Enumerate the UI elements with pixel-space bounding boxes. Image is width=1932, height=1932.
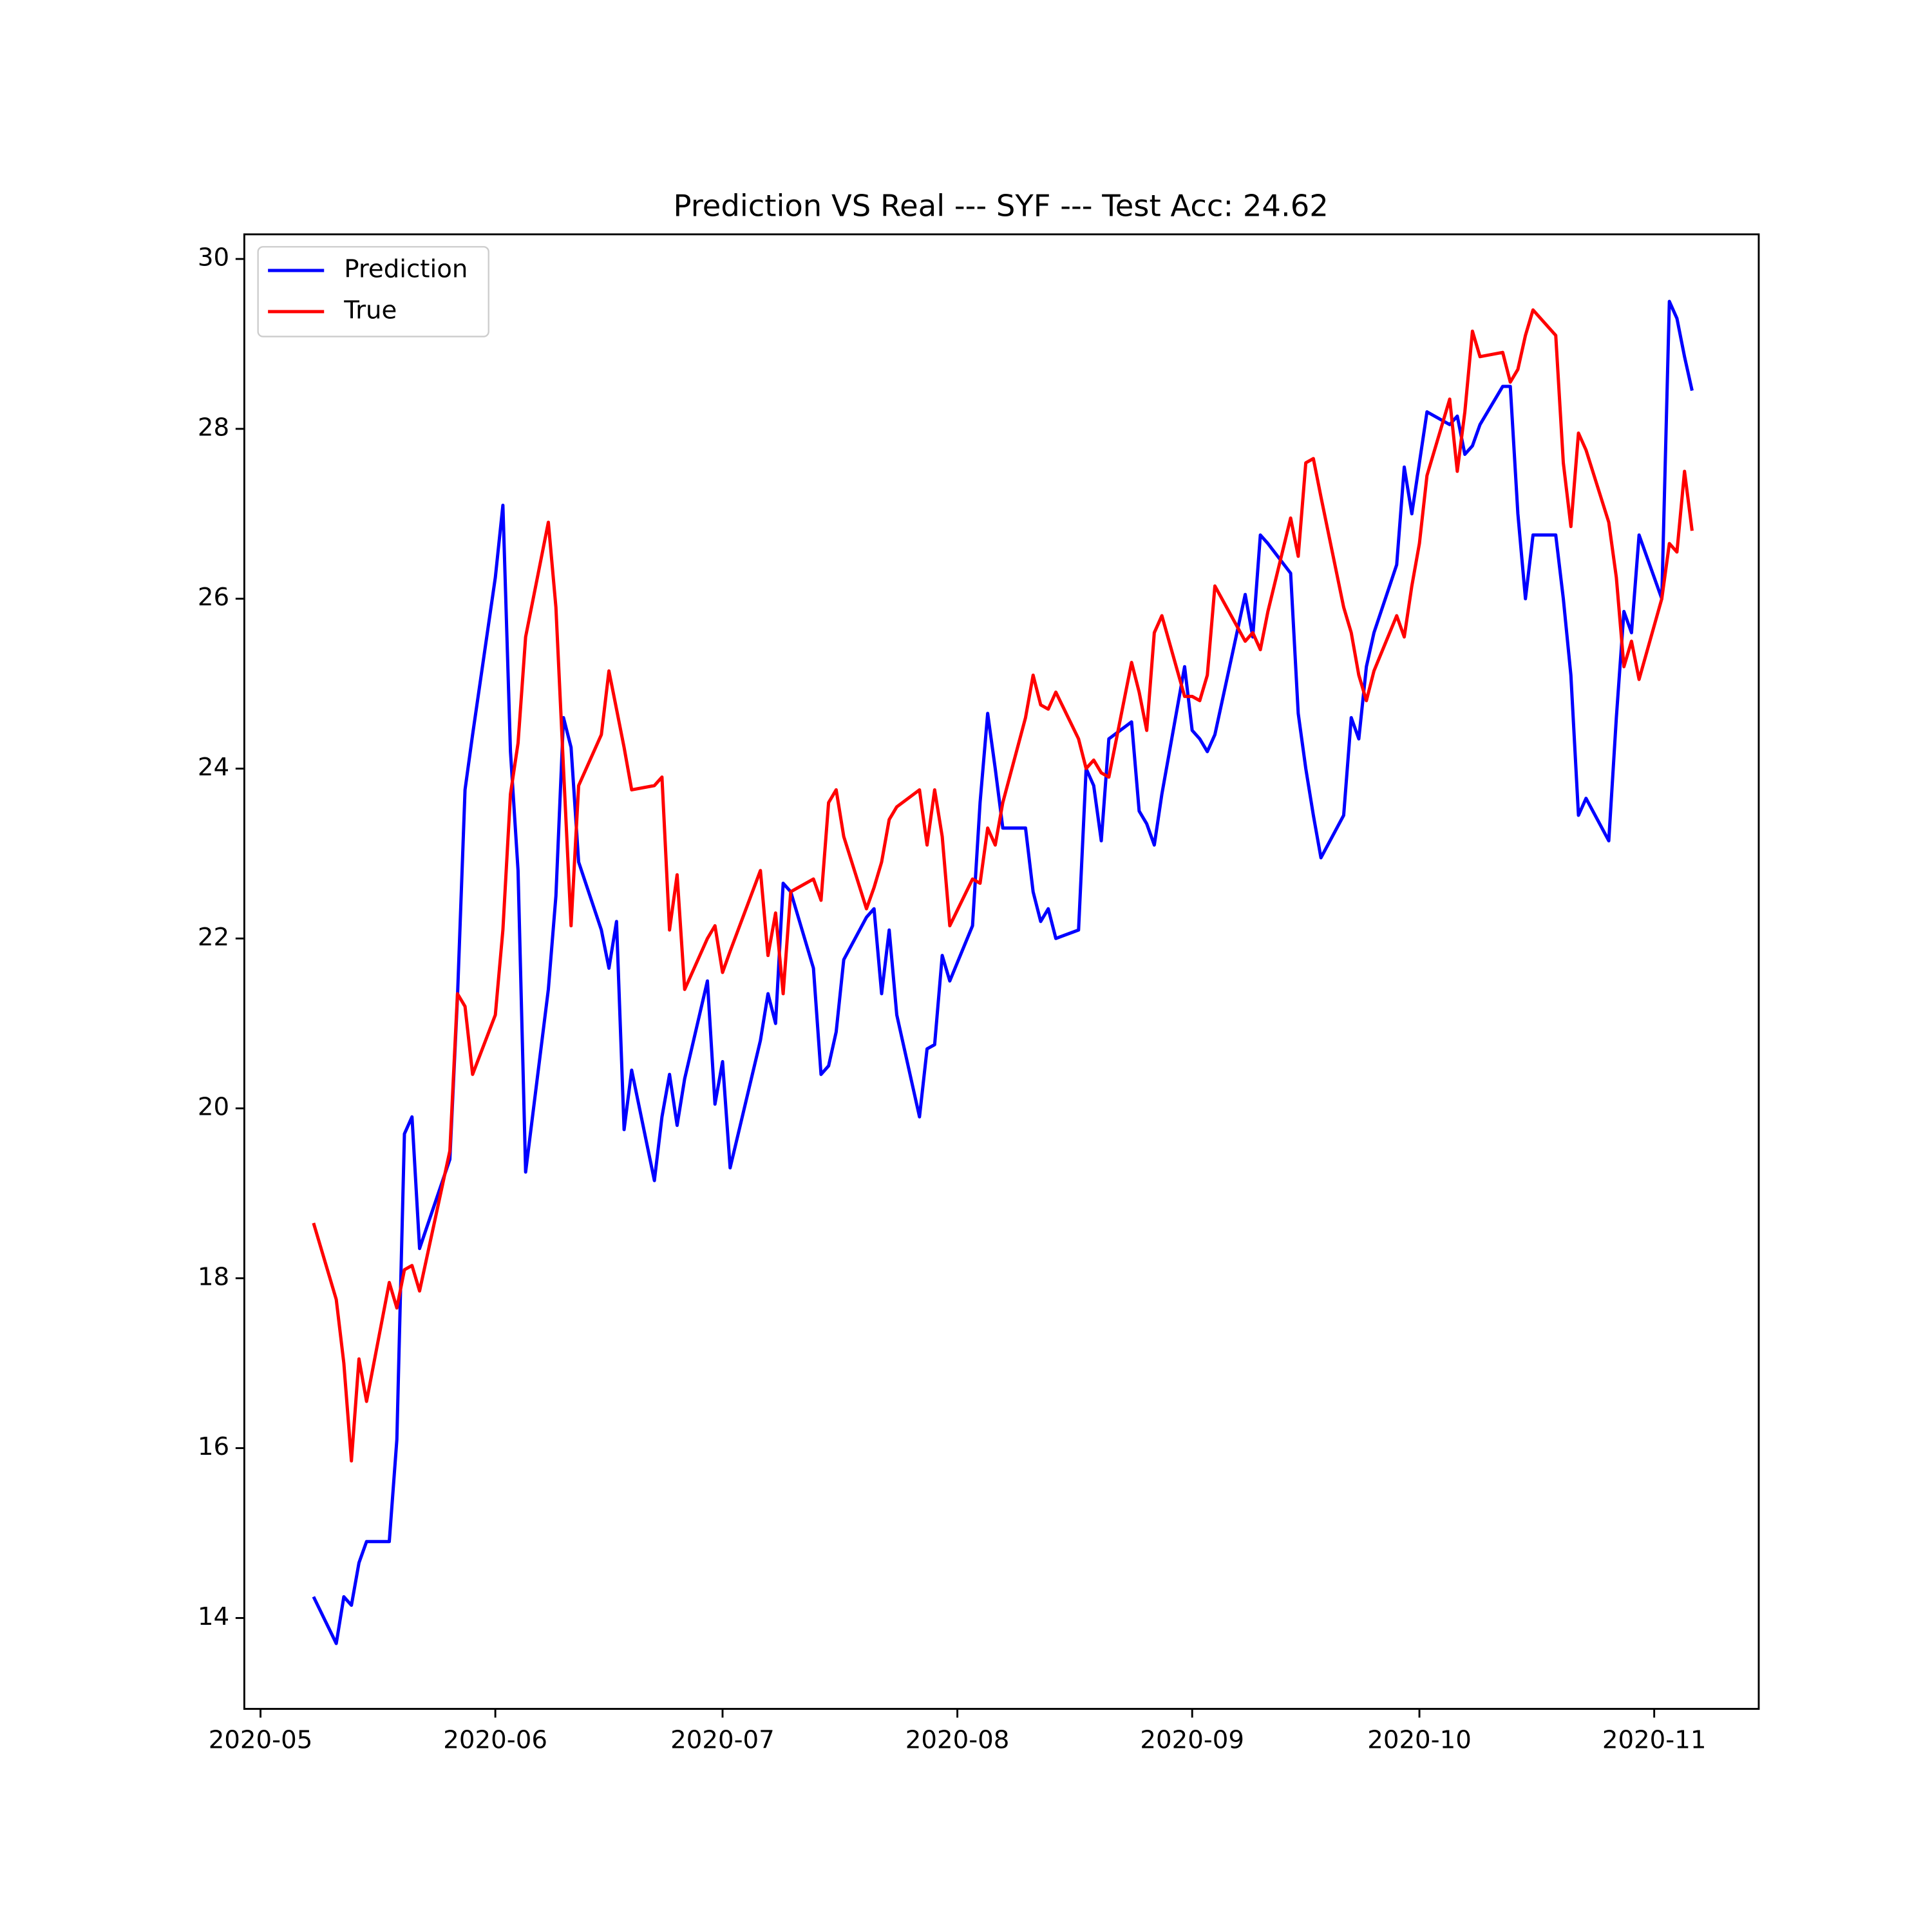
plot-frame [243, 233, 1760, 1710]
y-tick-label: 28 [198, 413, 229, 442]
x-tick-label: 2020-06 [443, 1725, 547, 1754]
y-tick-label: 20 [198, 1093, 229, 1122]
x-tick-label: 2020-11 [1602, 1725, 1707, 1754]
y-tick-label: 30 [198, 243, 229, 272]
legend-label: True [343, 296, 397, 325]
x-tick-label: 2020-07 [670, 1725, 775, 1754]
chart-title: Prediction VS Real --- SYF --- Test Acc:… [674, 189, 1329, 223]
x-tick-label: 2020-10 [1367, 1725, 1472, 1754]
y-tick-label: 26 [198, 583, 229, 612]
y-tick-label: 22 [198, 923, 229, 952]
legend-label: Prediction [344, 255, 468, 284]
series-line [312, 299, 1694, 1645]
y-tick-label: 16 [198, 1432, 229, 1461]
series-line [312, 308, 1694, 1463]
x-tick-label: 2020-05 [209, 1725, 313, 1754]
y-tick-label: 24 [198, 753, 229, 782]
y-tick-label: 14 [198, 1602, 229, 1631]
x-tick-label: 2020-09 [1140, 1725, 1244, 1754]
x-tick-label: 2020-08 [905, 1725, 1010, 1754]
y-tick-label: 18 [198, 1262, 229, 1291]
